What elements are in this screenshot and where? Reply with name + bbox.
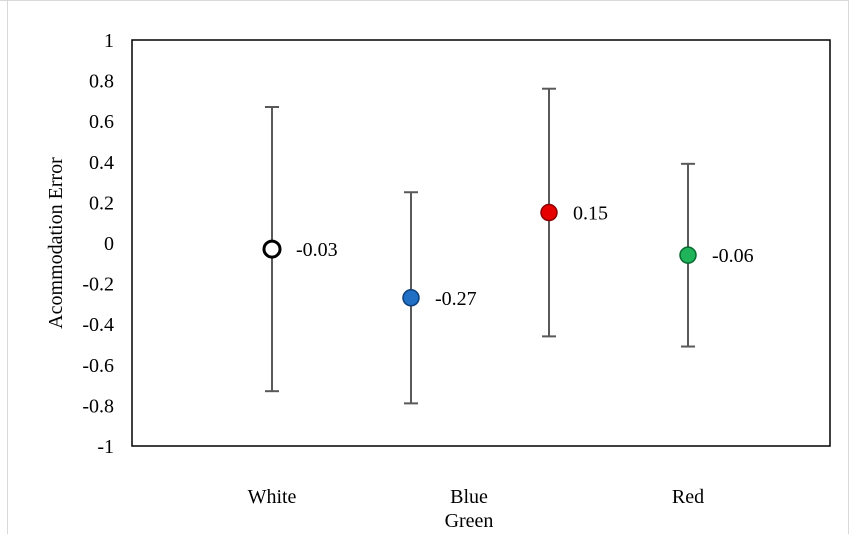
x-category-label: Blue [450, 486, 488, 508]
data-point-blue [402, 289, 420, 307]
y-tick-label: -0.8 [82, 395, 114, 417]
data-label-red: -0.06 [712, 245, 754, 267]
plot-area [131, 39, 831, 447]
y-tick-label: -0.4 [82, 314, 114, 336]
y-tick-label: 0.6 [89, 111, 114, 133]
data-label-blue: -0.27 [435, 288, 477, 310]
y-tick-label: 0.2 [89, 192, 114, 214]
y-tick-label: 0.4 [89, 152, 114, 174]
data-point-red [679, 246, 697, 264]
y-tick-label: 1 [104, 30, 114, 52]
y-tick-label: -0.6 [82, 355, 114, 377]
y-tick-label: -1 [97, 436, 114, 458]
y-axis-ticks: 1 0.8 0.6 0.4 0.2 0 -0.2 -0.4 -0.6 -0.8 -1 [82, 30, 114, 458]
x-category-label: White [248, 486, 297, 508]
x-category-label: Red [672, 486, 704, 508]
y-tick-label: 0 [104, 233, 114, 255]
data-label-white: -0.03 [296, 239, 338, 261]
data-labels: -0.03 -0.27 0.15 -0.06 [296, 203, 754, 310]
x-axis-extra-label: Green [445, 510, 494, 532]
y-tick-label: -0.2 [82, 274, 114, 296]
x-axis-categories: White Blue Red [248, 486, 705, 508]
frame-left-border [7, 0, 8, 534]
data-point-white [262, 239, 282, 259]
data-label-green: 0.15 [573, 203, 608, 225]
y-axis-label: Acommodation Error [45, 157, 67, 329]
y-tick-label: 0.8 [89, 71, 114, 93]
data-points [262, 203, 697, 307]
data-point-green [540, 203, 558, 222]
